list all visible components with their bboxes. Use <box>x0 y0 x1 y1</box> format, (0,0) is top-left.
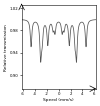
Y-axis label: Relative transmission: Relative transmission <box>4 24 8 71</box>
X-axis label: Speed (mm/s): Speed (mm/s) <box>43 98 74 102</box>
